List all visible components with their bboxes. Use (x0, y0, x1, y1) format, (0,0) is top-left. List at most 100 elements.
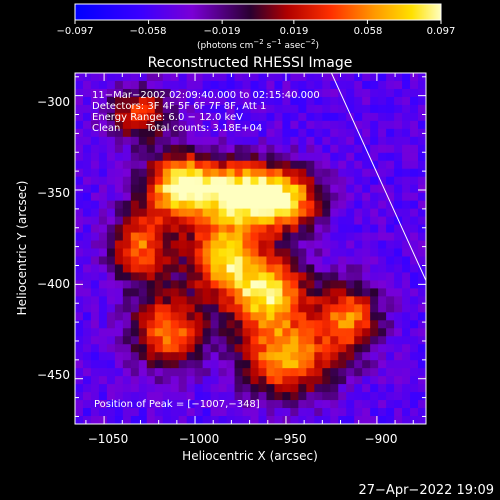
heatmap-cell (138, 73, 148, 82)
heatmap-cell (394, 112, 403, 122)
heatmap-cell (218, 280, 228, 289)
heatmap-cell (82, 376, 92, 385)
heatmap-cell (282, 224, 291, 234)
heatmap-cell (362, 272, 371, 282)
heatmap-cell (138, 208, 148, 218)
heatmap-cell (234, 176, 244, 186)
heatmap-cell (282, 408, 291, 417)
heatmap-cell (106, 336, 116, 345)
heatmap-cell (114, 344, 124, 353)
heatmap-cell (258, 256, 268, 266)
heatmap-cell (322, 216, 331, 226)
colorbar-tick-label: −0.019 (203, 26, 240, 37)
heatmap-cell (298, 73, 307, 82)
heatmap-cell (106, 104, 116, 114)
heatmap-cell (130, 328, 140, 337)
heatmap-cell (330, 416, 339, 424)
heatmap-cell (82, 144, 92, 154)
heatmap-cell (282, 208, 291, 218)
heatmap-cell (410, 136, 419, 146)
heatmap-cell (146, 112, 156, 122)
heatmap-cell (234, 152, 244, 162)
heatmap-cell (106, 240, 116, 250)
heatmap-cell (378, 208, 387, 218)
y-tick-label: −400 (37, 277, 70, 291)
heatmap-cell (322, 312, 331, 321)
heatmap-cell (138, 400, 148, 409)
heatmap-cell (162, 112, 172, 122)
heatmap-cell (194, 224, 204, 234)
heatmap-cell (338, 280, 347, 289)
heatmap-cell (242, 360, 252, 369)
heatmap-cell (114, 264, 124, 274)
heatmap-cell (194, 384, 204, 393)
heatmap-cell (130, 368, 140, 377)
heatmap-cell (178, 384, 188, 393)
heatmap-cell (282, 120, 291, 130)
heatmap-cell (75, 288, 84, 297)
heatmap-cell (330, 232, 339, 242)
heatmap-cell (154, 80, 164, 90)
heatmap-cell (122, 80, 132, 90)
heatmap-cell (266, 152, 276, 162)
heatmap-cell (154, 312, 164, 321)
heatmap-cell (410, 352, 419, 361)
heatmap-cell (314, 248, 323, 258)
heatmap-cell (146, 96, 156, 106)
heatmap-cell (250, 320, 260, 329)
heatmap-cell (146, 73, 156, 82)
heatmap-cell (354, 192, 363, 202)
heatmap-cell (346, 392, 355, 401)
heatmap-cell (266, 288, 276, 297)
heatmap-cell (322, 168, 331, 178)
heatmap-cell (82, 224, 92, 234)
heatmap-cell (114, 312, 124, 321)
heatmap-cell (234, 128, 244, 138)
heatmap-cell (386, 96, 395, 106)
heatmap-cell (250, 120, 260, 130)
heatmap-cell (186, 248, 196, 258)
heatmap-cell (418, 392, 426, 401)
heatmap-cell (314, 264, 323, 274)
heatmap-cell (98, 96, 108, 106)
heatmap-cell (386, 280, 395, 289)
heatmap-cell (354, 168, 363, 178)
heatmap-cell (82, 120, 92, 130)
heatmap-cell (250, 112, 260, 122)
heatmap-cell (330, 112, 339, 122)
heatmap-cell (114, 144, 124, 154)
heatmap-cell (82, 328, 92, 337)
heatmap-cell (330, 80, 339, 90)
heatmap-cell (330, 304, 339, 313)
heatmap-cell (370, 208, 379, 218)
heatmap-cell (274, 144, 284, 154)
heatmap-cell (75, 360, 84, 369)
heatmap-cell (370, 88, 379, 98)
heatmap-cell (306, 296, 315, 305)
heatmap-cell (106, 232, 116, 242)
heatmap-cell (146, 200, 156, 210)
heatmap-cell (98, 272, 108, 282)
heatmap-cell (410, 224, 419, 234)
heatmap-cell (314, 320, 323, 329)
heatmap-cell (394, 168, 403, 178)
heatmap-cell (210, 256, 220, 266)
heatmap-cell (266, 408, 276, 417)
heatmap-cell (82, 320, 92, 329)
heatmap-cell (122, 256, 132, 266)
heatmap-cell (178, 344, 188, 353)
heatmap-cell (362, 192, 371, 202)
heatmap-cell (386, 160, 395, 170)
heatmap-cell (306, 176, 315, 186)
heatmap-cell (138, 392, 148, 401)
heatmap-cell (210, 160, 220, 170)
heatmap-cell (402, 80, 411, 90)
heatmap-cell (386, 144, 395, 154)
heatmap-cell (410, 288, 419, 297)
heatmap-cell (378, 312, 387, 321)
heatmap-cell (242, 152, 252, 162)
heatmap-cell (90, 192, 100, 202)
heatmap-cell (170, 200, 180, 210)
heatmap-cell (306, 104, 315, 114)
heatmap-cell (170, 216, 180, 226)
